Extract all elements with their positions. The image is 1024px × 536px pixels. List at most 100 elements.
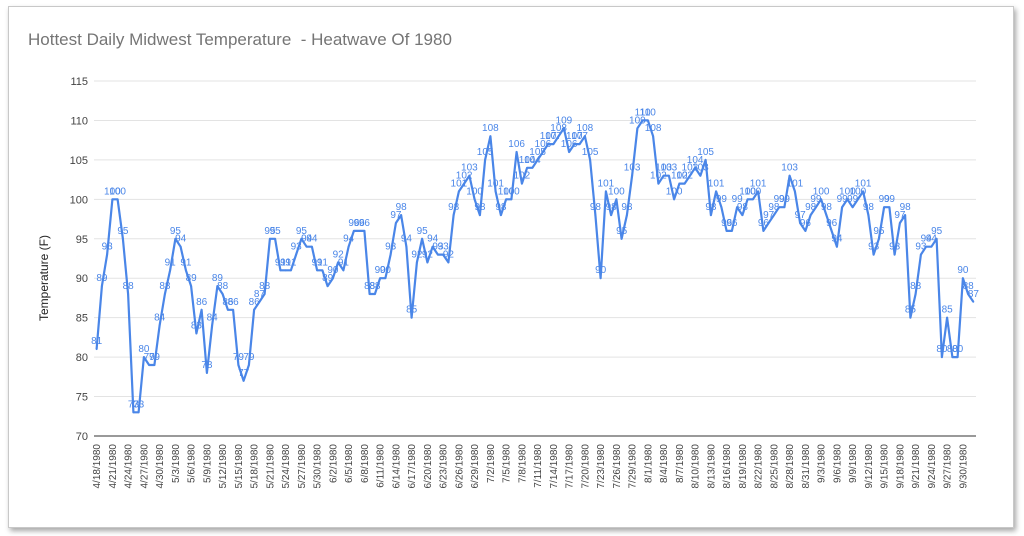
data-label: 108 (645, 123, 662, 134)
data-label: 94 (926, 234, 938, 245)
data-label: 102 (676, 171, 693, 182)
data-point (835, 245, 838, 248)
data-point (352, 229, 355, 232)
data-point (389, 253, 392, 256)
x-tick-label: 9/24/1980 (927, 444, 938, 489)
data-point (888, 206, 891, 209)
data-point (604, 190, 607, 193)
data-label: 106 (535, 139, 552, 150)
data-label: 80 (936, 344, 948, 355)
data-label: 89 (322, 273, 334, 284)
data-label: 90 (957, 265, 969, 276)
data-point (904, 214, 907, 217)
data-label: 103 (624, 163, 641, 174)
data-point (358, 229, 361, 232)
data-label: 103 (682, 163, 699, 174)
x-tick-label: 4/27/1980 (139, 444, 150, 489)
x-tick-label: 8/1/1980 (643, 444, 654, 483)
data-point (804, 229, 807, 232)
data-point (132, 411, 135, 414)
data-point (515, 151, 518, 153)
data-point (363, 229, 366, 232)
data-label: 99 (716, 194, 728, 205)
data-label: 89 (212, 273, 224, 284)
data-label: 103 (461, 163, 478, 174)
data-point (725, 229, 728, 232)
data-label: 92 (411, 249, 423, 260)
data-point (400, 214, 403, 217)
data-point (153, 364, 156, 366)
x-tick-label: 5/12/1980 (218, 444, 229, 489)
x-tick-label: 8/10/1980 (691, 444, 702, 489)
data-label: 93 (868, 242, 880, 253)
data-point (221, 293, 224, 295)
y-tick-label: 115 (70, 76, 88, 88)
data-point (421, 237, 424, 240)
data-label: 91 (165, 257, 177, 268)
data-point (793, 190, 796, 193)
x-tick-label: 6/29/1980 (470, 444, 481, 489)
series-layer (95, 119, 975, 414)
data-point (169, 269, 172, 272)
data-point (494, 190, 497, 193)
data-label: 94 (401, 234, 413, 245)
data-label: 90 (595, 265, 607, 276)
x-tick-label: 5/3/1980 (171, 444, 182, 483)
data-label: 93 (432, 242, 444, 253)
data-point (772, 214, 775, 217)
data-label: 100 (498, 186, 515, 197)
data-label: 107 (566, 131, 583, 142)
data-label: 96 (726, 218, 738, 229)
x-tick-label: 8/19/1980 (738, 444, 749, 489)
data-label: 88 (369, 281, 381, 292)
data-point (951, 356, 954, 359)
data-point (573, 143, 576, 146)
data-label: 79 (233, 352, 245, 363)
data-point (499, 214, 502, 217)
data-label: 99 (837, 194, 849, 205)
data-label: 100 (839, 186, 856, 197)
data-point (631, 174, 634, 177)
data-label: 88 (910, 281, 922, 292)
data-point (415, 261, 418, 264)
x-tick-label: 8/22/1980 (754, 444, 765, 489)
data-point (715, 190, 718, 193)
data-point (137, 411, 140, 414)
data-point (347, 245, 350, 248)
data-label: 103 (655, 163, 672, 174)
data-point (148, 364, 151, 366)
data-point (163, 293, 166, 295)
data-label: 87 (254, 289, 266, 300)
data-point (158, 324, 161, 327)
y-tick-label: 110 (70, 115, 88, 127)
y-axis-label: Temperature (F) (37, 235, 51, 321)
data-label: 97 (894, 210, 906, 221)
x-tick-label: 9/21/1980 (911, 444, 922, 489)
data-label: 96 (826, 218, 838, 229)
data-label: 92 (422, 249, 434, 260)
data-point (179, 245, 182, 248)
data-point (688, 174, 691, 177)
data-point (116, 198, 119, 201)
x-tick-label: 5/9/1980 (202, 444, 213, 483)
data-label: 105 (697, 147, 714, 158)
data-point (562, 127, 565, 130)
data-label: 86 (222, 297, 234, 308)
data-point (263, 293, 266, 295)
data-label: 84 (207, 313, 219, 324)
x-tick-label: 6/8/1980 (360, 444, 371, 483)
data-point (893, 253, 896, 256)
x-tick-label: 8/28/1980 (785, 444, 796, 489)
data-label: 101 (708, 178, 725, 189)
data-label: 95 (417, 226, 429, 237)
x-tick-label: 9/12/1980 (864, 444, 875, 489)
data-label: 80 (952, 344, 964, 355)
data-label: 90 (375, 265, 387, 276)
y-tick-label: 100 (70, 194, 88, 206)
data-label: 98 (705, 202, 717, 213)
data-point (195, 332, 198, 335)
y-tick-label: 105 (70, 155, 88, 167)
data-point (331, 277, 334, 280)
x-tick-label: 6/2/1980 (328, 444, 339, 483)
data-label: 102 (650, 171, 667, 182)
